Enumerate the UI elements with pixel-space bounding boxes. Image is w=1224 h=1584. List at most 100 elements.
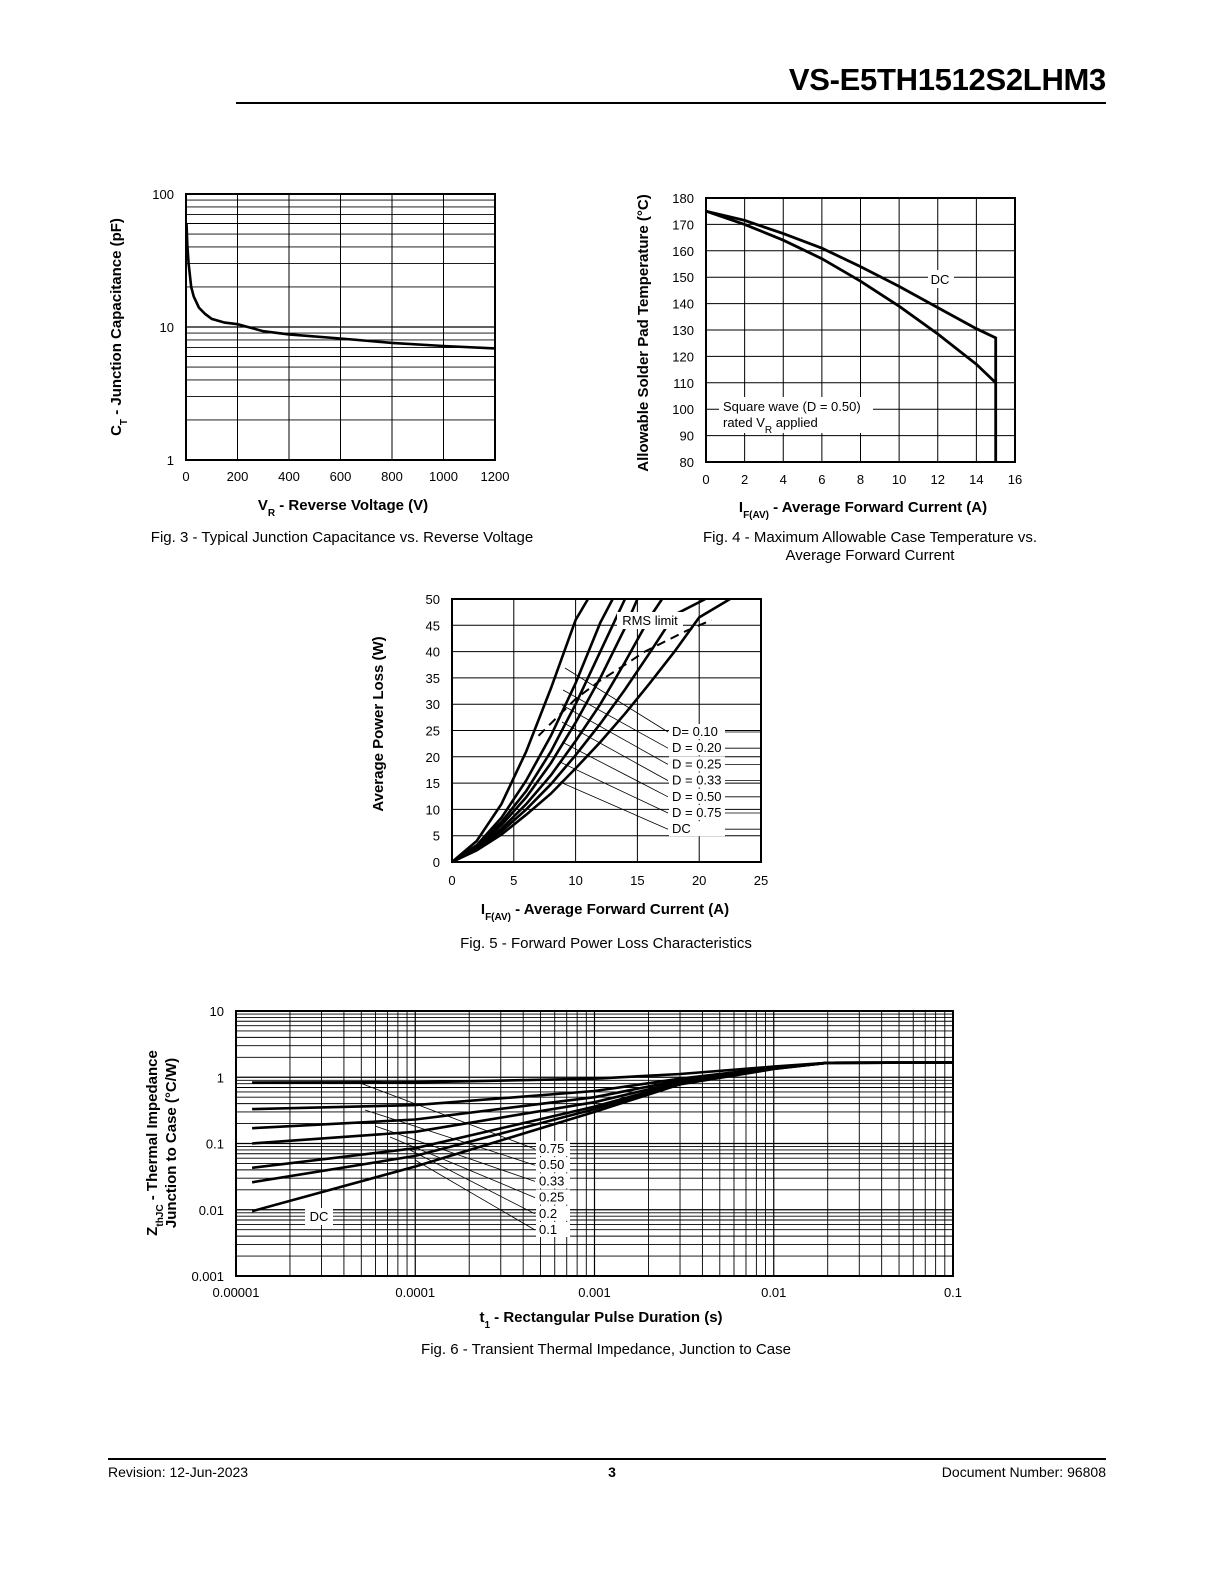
fig4-rated-vr-label-part-0: rated V: [723, 415, 765, 430]
fig4-x-axis-label-part-2: - Average Forward Current (A): [769, 499, 987, 516]
fig4-y-tick-label: 150: [672, 270, 694, 285]
fig6-x-axis-label-part-2: - Rectangular Pulse Duration (s): [490, 1309, 723, 1326]
fig4-y-tick-label: 80: [680, 455, 694, 470]
fig5-rms-limit-label: RMS limit: [622, 613, 678, 628]
fig5-x-tick-label: 10: [568, 873, 582, 888]
fig5-legend-bg: [669, 724, 725, 739]
fig6-dc-label-bg: [305, 1208, 333, 1225]
fig3-x-tick-label: 800: [381, 469, 403, 484]
part-number-title: VS-E5TH1512S2LHM3: [788, 62, 1106, 97]
fig3-y-tick-label: 100: [152, 187, 174, 202]
fig4-rated-vr-label-part-1: R: [765, 425, 772, 436]
fig5-legend-label: D = 0.25: [672, 756, 722, 771]
fig5-y-tick-label: 5: [433, 829, 440, 844]
fig3-x-axis-label: VR - Reverse Voltage (V): [258, 497, 428, 519]
header-divider: [236, 102, 1106, 104]
fig3-y-axis-label: CT - Junction Capacitance (pF): [108, 218, 130, 436]
fig4-x-tick-label: 12: [931, 472, 945, 487]
fig4-x-axis-label-part-0: I: [739, 499, 743, 516]
fig4-rated-vr-label: rated VR applied: [723, 415, 818, 436]
fig3-y-axis-label-part-2: - Junction Capacitance (pF): [108, 218, 125, 419]
fig5-legend-bg: [669, 740, 725, 756]
fig5-leader-line: [561, 721, 669, 781]
fig6-caption: Fig. 6 - Transient Thermal Impedance, Ju…: [421, 1341, 791, 1358]
fig4-x-tick-label: 4: [780, 472, 787, 487]
fig6-y-axis-label-line1-part-2: - Thermal Impedance: [144, 1050, 161, 1204]
fig6-leader-line: [364, 1109, 536, 1166]
fig5-leader-line: [559, 761, 669, 814]
fig4-caption: Fig. 4 - Maximum Allowable Case Temperat…: [660, 529, 1080, 565]
fig4-y-axis-label: Allowable Solder Pad Temperature (°C): [635, 194, 652, 471]
fig5-rms-label-bg: [617, 612, 683, 629]
fig6-x-tick-label: 0.0001: [395, 1285, 435, 1300]
fig3-series-line-0: [185, 223, 496, 350]
fig6-leader-line: [414, 1159, 536, 1231]
fig5-leader-line: [562, 689, 669, 749]
fig6-series-line-3: [252, 1061, 954, 1145]
fig5-legend-label: D= 0.10: [672, 724, 718, 739]
fig5-y-tick-label: 20: [426, 750, 440, 765]
fig4-caption-line2: Average Forward Current: [785, 547, 955, 564]
fig5-x-tick-label: 25: [754, 873, 768, 888]
fig5-leader-line: [561, 704, 669, 765]
fig5-x-tick-label: 15: [630, 873, 644, 888]
fig3-x-axis-label-part-2: - Reverse Voltage (V): [275, 497, 428, 514]
fig5-x-axis-label-part-2: - Average Forward Current (A): [511, 901, 729, 918]
fig4-rated-vr-label-part-2: applied: [772, 415, 818, 430]
fig3-x-tick-label: 400: [278, 469, 300, 484]
fig5-y-tick-label: 30: [426, 697, 440, 712]
fig3-x-axis-label-part-1: R: [268, 508, 276, 519]
fig6-series-line-2: [252, 1061, 954, 1130]
fig6-legend-bg: [536, 1222, 570, 1237]
fig5-y-tick-label: 50: [426, 592, 440, 607]
fig5-x-tick-label: 5: [510, 873, 517, 888]
fig6-x-tick-label: 0.001: [578, 1285, 611, 1300]
fig5-legend-label: D = 0.33: [672, 773, 722, 788]
fig6-series-line-0: [252, 1061, 954, 1084]
fig5-leader-line: [564, 667, 669, 733]
fig5-y-tick-label: 0: [433, 855, 440, 870]
fig4-y-tick-label: 120: [672, 349, 694, 364]
fig6-x-tick-label: 0.01: [761, 1285, 786, 1300]
fig3-x-tick-label: 1000: [429, 469, 458, 484]
fig6-x-tick-label: 0.00001: [213, 1285, 260, 1300]
fig4-dc-label-bg: [928, 270, 954, 288]
fig6-y-tick-label: 1: [217, 1070, 224, 1085]
fig4-y-tick-label: 160: [672, 244, 694, 259]
fig6-legend-bg: [536, 1205, 570, 1221]
fig4-square-label-bg: [719, 397, 873, 433]
fig6-y-tick-label: 10: [210, 1004, 224, 1019]
fig5-caption: Fig. 5 - Forward Power Loss Characterist…: [460, 935, 752, 952]
fig4-y-tick-label: 130: [672, 323, 694, 338]
fig5-series-line-0: [451, 598, 590, 863]
fig6-legend-bg: [536, 1173, 570, 1189]
footer-revision: Revision: 12-Jun-2023: [108, 1464, 249, 1480]
fig4-y-tick-label: 100: [672, 402, 694, 417]
fig5-leader-line: [559, 781, 669, 830]
fig6-legend-label: 0.1: [539, 1222, 557, 1237]
fig6-y-tick-label: 0.01: [199, 1203, 224, 1218]
fig5-x-axis-label-part-1: F(AV): [485, 912, 511, 923]
fig3-plot-frame: [185, 193, 496, 461]
fig6-y-tick-label: 0.001: [191, 1269, 224, 1284]
footer-divider: [108, 1458, 1106, 1460]
fig6-y-axis-label-line1-part-0: Z: [144, 1227, 161, 1236]
fig6-leader-line: [389, 1136, 536, 1198]
fig6-legend-label: 0.25: [539, 1190, 564, 1205]
fig4-y-tick-label: 140: [672, 297, 694, 312]
fig5-rms-limit-line: [537, 619, 712, 737]
fig6-legend-bg: [536, 1157, 570, 1173]
fig3-x-tick-label: 200: [227, 469, 249, 484]
fig4-series-line-1: [705, 209, 997, 384]
fig4-x-tick-label: 6: [818, 472, 825, 487]
fig5-legend-label: D = 0.50: [672, 789, 722, 804]
fig3-y-tick-label: 10: [160, 320, 174, 335]
fig5-legend-bg: [669, 821, 725, 837]
fig4-x-tick-label: 10: [892, 472, 906, 487]
fig4-x-tick-label: 14: [969, 472, 983, 487]
fig3-x-axis-label-part-0: V: [258, 497, 268, 514]
fig4-dc-label: DC: [931, 272, 950, 287]
fig6-y-tick-label: 0.1: [206, 1137, 224, 1152]
fig5-y-tick-label: 25: [426, 724, 440, 739]
